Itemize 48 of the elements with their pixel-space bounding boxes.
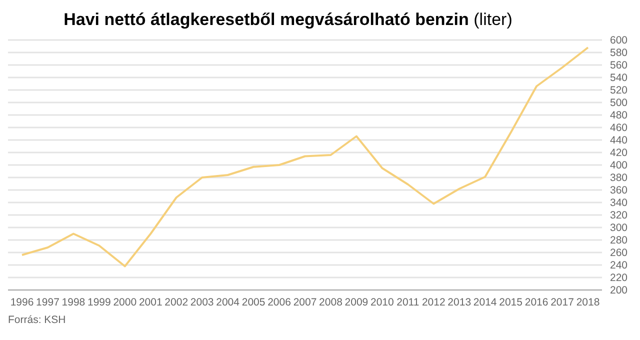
x-tick-label: 2003: [190, 296, 214, 308]
y-tick-label: 520: [610, 84, 628, 97]
y-tick-label: 500: [610, 97, 628, 110]
x-tick-label: 2012: [422, 296, 446, 308]
y-tick-label: 200: [610, 284, 628, 297]
x-tick-label: 2000: [113, 296, 137, 308]
x-tick-label: 2013: [448, 296, 472, 308]
y-tick-label: 240: [610, 260, 628, 272]
x-tick-label: 2009: [344, 296, 368, 308]
y-tick-label: 280: [610, 234, 628, 247]
y-tick-label: 480: [610, 110, 628, 122]
y-tick-label: 580: [610, 47, 628, 60]
x-tick-label: 2011: [396, 296, 420, 308]
y-tick-label: 300: [610, 222, 628, 234]
x-tick-label: 2007: [293, 296, 317, 308]
x-tick-label: 2014: [473, 296, 497, 308]
y-tick-label: 540: [610, 72, 628, 84]
y-axis-title: (liter): [474, 10, 512, 29]
x-tick-label: 2004: [216, 296, 240, 308]
y-tick-label: 260: [610, 247, 628, 260]
y-tick-label: 420: [610, 147, 628, 160]
y-tick-label: 400: [610, 160, 628, 172]
x-tick-label: 1998: [62, 296, 86, 308]
x-tick-label: 2016: [524, 296, 548, 308]
chart-title: Havi nettó átlagkeresetből megvásárolható benzin: [64, 10, 469, 29]
y-tick-label: 340: [610, 197, 628, 210]
text: Forrás: KSH: [8, 314, 67, 326]
x-tick-label: 2010: [370, 296, 394, 308]
x-tick-label: 2015: [499, 296, 523, 308]
x-tick-label: 2005: [242, 296, 266, 308]
x-tick-label: 1999: [88, 296, 112, 308]
y-tick-label: 440: [610, 134, 628, 147]
y-tick-label: 220: [610, 272, 628, 284]
x-tick-label: 2001: [138, 296, 162, 308]
y-tick-label: 380: [610, 172, 628, 184]
line-series: [21, 46, 589, 268]
y-tick-label: 360: [610, 184, 628, 197]
y-tick-label: 600: [610, 34, 628, 47]
x-tick-label: 2018: [576, 296, 600, 308]
y-tick-label: 320: [610, 210, 628, 222]
y-tick-label: 460: [610, 122, 628, 134]
x-tick-label: 2002: [164, 296, 188, 308]
x-tick-label: 1996: [10, 296, 34, 308]
x-tick-label: 2008: [319, 296, 343, 308]
x-tick-label: 2017: [550, 296, 574, 308]
x-tick-label: 2006: [268, 296, 292, 308]
x-tick-label: 1997: [36, 296, 60, 308]
y-tick-label: 560: [610, 60, 628, 72]
